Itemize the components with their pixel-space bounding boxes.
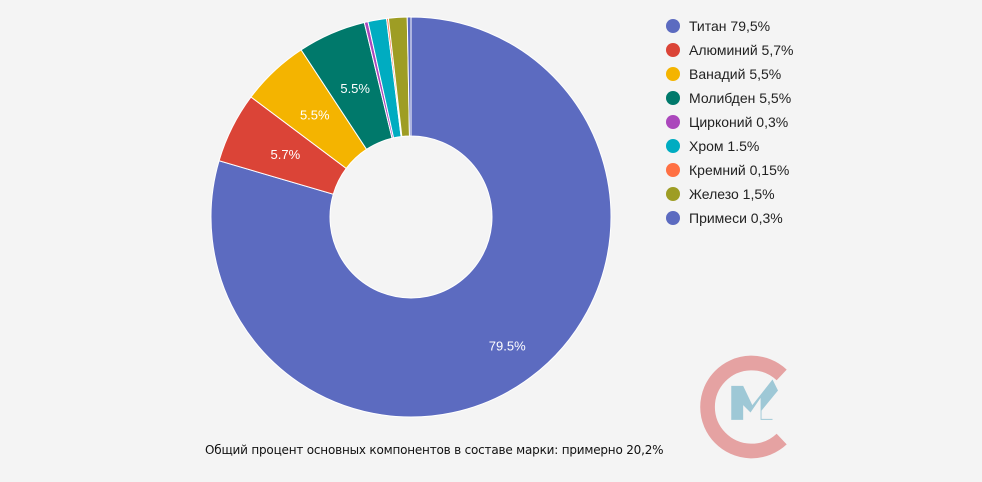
legend-item: Цирконий 0,3% xyxy=(666,110,793,134)
legend-item: Хром 1.5% xyxy=(666,134,793,158)
legend-item: Ванадий 5,5% xyxy=(666,62,793,86)
legend-label: Алюминий 5,7% xyxy=(689,42,794,58)
chart-caption: Общий процент основных компонентов в сос… xyxy=(205,443,664,457)
legend-label: Кремний 0,15% xyxy=(689,162,790,178)
legend-label: Цирконий 0,3% xyxy=(689,114,789,130)
legend-label: Хром 1.5% xyxy=(689,138,760,154)
legend-swatch xyxy=(666,43,680,57)
legend-label: Молибден 5,5% xyxy=(689,90,792,106)
legend-swatch xyxy=(666,19,680,33)
legend-label: Титан 79,5% xyxy=(689,18,771,34)
legend-swatch xyxy=(666,91,680,105)
legend-swatch xyxy=(666,67,680,81)
logo xyxy=(700,355,787,459)
slice-9 xyxy=(406,16,412,137)
legend: Титан 79,5% Алюминий 5,7% Ванадий 5,5% Моли… xyxy=(666,14,793,230)
legend-label: Примеси 0,3% xyxy=(689,210,783,226)
legend-swatch xyxy=(666,211,680,225)
data-label: 5.5% xyxy=(300,108,330,123)
data-label: 79.5% xyxy=(489,338,526,353)
donut-chart: 79.5% 5.7% 5.5% 5.5% xyxy=(210,16,612,418)
legend-swatch xyxy=(666,187,680,201)
legend-item: Титан 79,5% xyxy=(666,14,793,38)
legend-swatch xyxy=(666,163,680,177)
legend-label: Железо 1,5% xyxy=(689,186,775,202)
legend-item: Кремний 0,15% xyxy=(666,158,793,182)
legend-item: Железо 1,5% xyxy=(666,182,793,206)
legend-item: Молибден 5,5% xyxy=(666,86,793,110)
data-label: 5.7% xyxy=(271,147,301,162)
legend-item: Примеси 0,3% xyxy=(666,206,793,230)
legend-label: Ванадий 5,5% xyxy=(689,66,782,82)
legend-swatch xyxy=(666,115,680,129)
legend-swatch xyxy=(666,139,680,153)
slice-1 xyxy=(210,16,612,418)
data-label: 5.5% xyxy=(340,81,370,96)
legend-item: Алюминий 5,7% xyxy=(666,38,793,62)
